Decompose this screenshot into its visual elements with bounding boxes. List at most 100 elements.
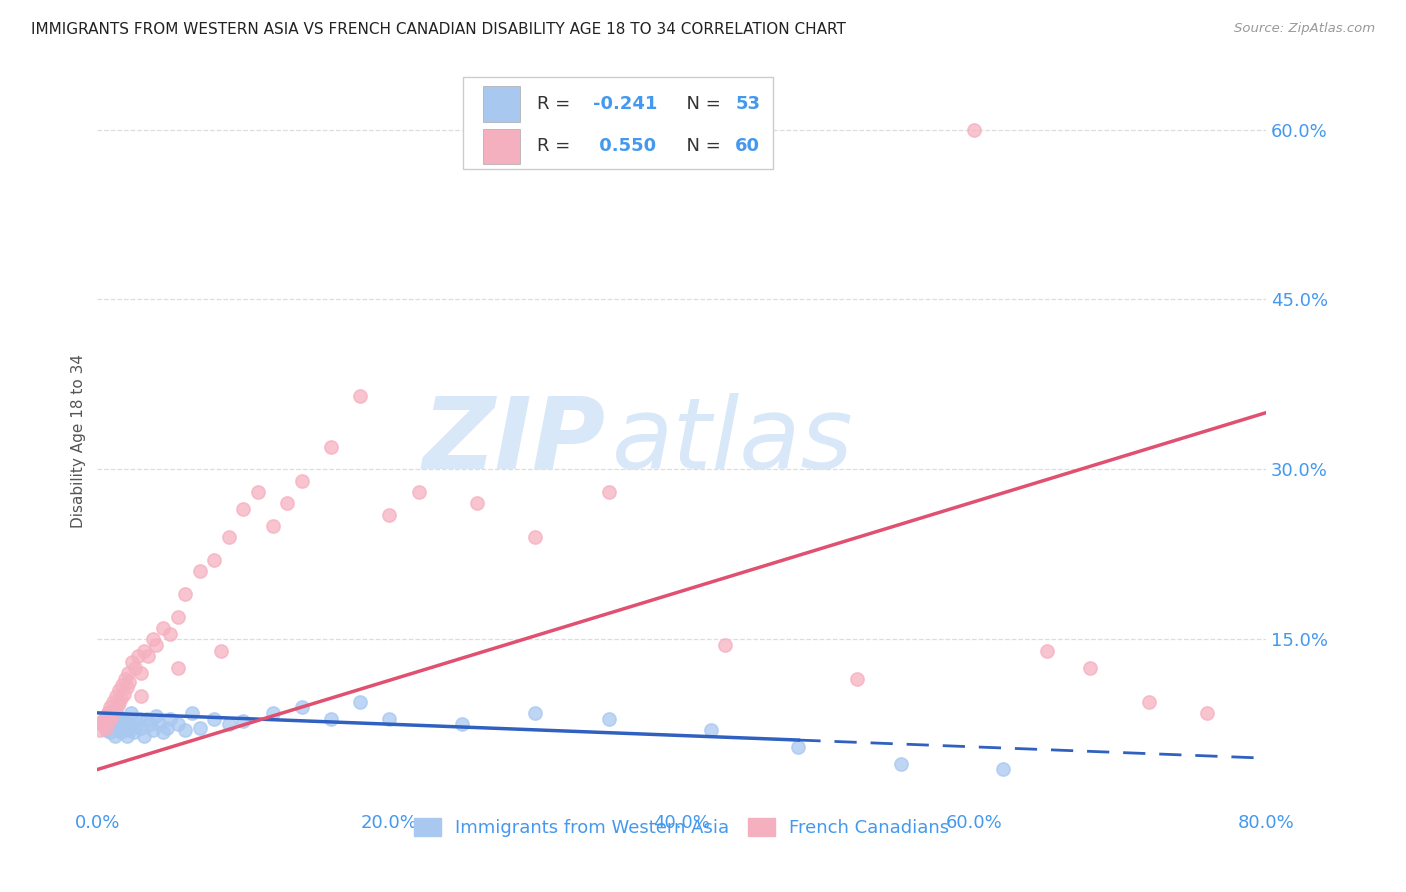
Text: R =: R = (537, 95, 575, 113)
Point (408, 485, 430, 500)
Point (108, 723, 131, 737)
Point (181, 706, 204, 720)
Point (174, 587, 197, 601)
Point (111, 717, 134, 731)
Point (262, 519, 284, 533)
Point (115, 729, 138, 743)
Point (349, 389, 371, 403)
Point (188, 564, 211, 578)
Point (152, 725, 174, 739)
Point (107, 698, 129, 712)
Point (107, 709, 129, 723)
Text: atlas: atlas (612, 392, 853, 490)
Text: R =: R = (537, 137, 575, 155)
Point (845, 672, 868, 686)
Text: -0.241: -0.241 (593, 95, 657, 113)
Text: Source: ZipAtlas.com: Source: ZipAtlas.com (1234, 22, 1375, 36)
Point (700, 723, 723, 737)
Point (97, 706, 120, 720)
Point (118, 723, 141, 737)
Point (111, 677, 134, 691)
Point (98, 721, 121, 735)
Point (319, 440, 342, 454)
Point (104, 729, 127, 743)
Point (1137, 694, 1160, 708)
Point (114, 721, 136, 735)
Point (132, 643, 155, 657)
Point (156, 721, 179, 735)
Point (1035, 643, 1057, 657)
Point (125, 717, 148, 731)
Point (714, 638, 737, 652)
Point (129, 666, 152, 681)
Point (291, 700, 314, 714)
Point (202, 553, 225, 567)
Point (118, 675, 141, 690)
Point (262, 706, 284, 720)
Point (124, 660, 146, 674)
Point (108, 694, 131, 708)
Point (97, 706, 120, 720)
Bar (482, 87, 520, 121)
Point (136, 712, 159, 726)
Point (291, 474, 314, 488)
Point (145, 709, 167, 723)
Point (166, 717, 188, 731)
Point (98, 714, 121, 728)
Point (465, 496, 488, 510)
Point (145, 638, 167, 652)
Point (101, 709, 124, 723)
Text: 0.550: 0.550 (593, 137, 655, 155)
Point (93, 712, 115, 726)
Point (349, 694, 371, 708)
Point (1197, 706, 1219, 720)
Point (991, 763, 1014, 777)
Text: N =: N = (675, 95, 725, 113)
Point (94, 723, 117, 737)
Y-axis label: Disability Age 18 to 34: Disability Age 18 to 34 (72, 354, 86, 528)
Text: N =: N = (675, 137, 725, 155)
Point (121, 655, 143, 669)
Point (117, 666, 139, 681)
Point (114, 672, 136, 686)
Bar (482, 128, 520, 164)
Point (598, 485, 620, 500)
Point (232, 502, 254, 516)
Point (127, 649, 149, 664)
Point (117, 714, 139, 728)
Point (148, 717, 170, 731)
Point (105, 689, 128, 703)
Point (142, 723, 165, 737)
Point (89, 723, 111, 737)
Point (524, 530, 547, 544)
Point (451, 717, 474, 731)
Text: 53: 53 (735, 95, 761, 113)
Point (90, 714, 112, 728)
Point (276, 496, 298, 510)
Point (93, 712, 115, 726)
Point (598, 712, 620, 726)
Point (132, 729, 155, 743)
Point (129, 721, 152, 735)
Point (138, 649, 160, 664)
Point (101, 712, 124, 726)
Legend: Immigrants from Western Asia, French Canadians: Immigrants from Western Asia, French Can… (406, 811, 956, 845)
Point (110, 725, 132, 739)
Point (524, 706, 547, 720)
Point (104, 702, 127, 716)
Point (115, 680, 138, 694)
Point (247, 485, 270, 500)
Text: ZIP: ZIP (423, 392, 606, 490)
Point (122, 725, 145, 739)
Point (232, 714, 254, 728)
Point (94, 721, 117, 735)
Point (120, 706, 142, 720)
Point (100, 725, 122, 739)
Point (108, 683, 131, 698)
Point (90, 717, 112, 731)
Point (129, 689, 152, 703)
Point (142, 632, 165, 647)
Point (218, 717, 240, 731)
Point (1080, 660, 1102, 674)
Point (202, 712, 225, 726)
